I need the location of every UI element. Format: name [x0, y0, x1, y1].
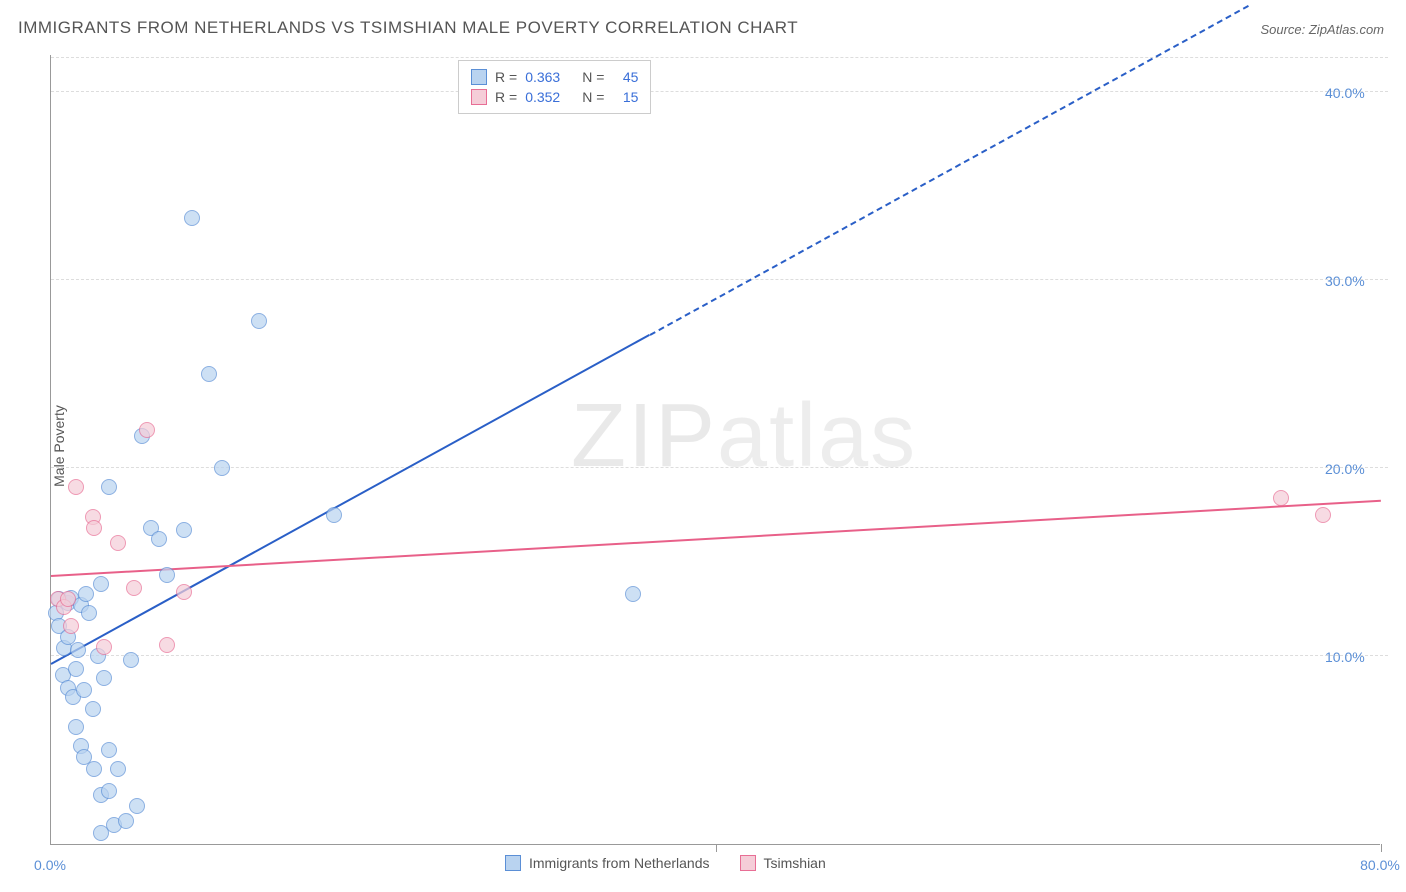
legend-r-label: R =	[495, 89, 517, 105]
x-tick-label: 80.0%	[1360, 857, 1400, 873]
data-point-netherlands	[78, 586, 94, 602]
legend-row-tsimshian: R = 0.352 N = 15	[471, 87, 638, 107]
data-point-netherlands	[326, 507, 342, 523]
data-point-netherlands	[151, 531, 167, 547]
legend-n-value: 45	[612, 69, 638, 85]
data-point-netherlands	[214, 460, 230, 476]
legend-r-value: 0.352	[525, 89, 560, 105]
data-point-netherlands	[625, 586, 641, 602]
data-point-netherlands	[70, 642, 86, 658]
swatch-icon	[471, 69, 487, 85]
gridline-h	[51, 467, 1388, 468]
y-tick-label: 30.0%	[1325, 273, 1365, 289]
data-point-netherlands	[93, 576, 109, 592]
data-point-tsimshian	[176, 584, 192, 600]
data-point-netherlands	[201, 366, 217, 382]
data-point-tsimshian	[139, 422, 155, 438]
data-point-tsimshian	[96, 639, 112, 655]
data-point-netherlands	[68, 661, 84, 677]
regression-line	[649, 5, 1248, 336]
data-point-netherlands	[118, 813, 134, 829]
data-point-netherlands	[101, 479, 117, 495]
source-label: Source: ZipAtlas.com	[1260, 22, 1384, 37]
data-point-tsimshian	[110, 535, 126, 551]
data-point-tsimshian	[86, 520, 102, 536]
gridline-h	[51, 91, 1388, 92]
data-point-netherlands	[101, 742, 117, 758]
swatch-icon	[740, 855, 756, 871]
legend-item-netherlands: Immigrants from Netherlands	[505, 855, 710, 871]
legend-series-label: Immigrants from Netherlands	[529, 855, 710, 871]
data-point-netherlands	[184, 210, 200, 226]
data-point-netherlands	[129, 798, 145, 814]
x-tick	[1381, 844, 1382, 852]
data-point-tsimshian	[60, 591, 76, 607]
gridline-h	[51, 279, 1388, 280]
gridline-h	[51, 57, 1388, 58]
data-point-netherlands	[68, 719, 84, 735]
series-legend: Immigrants from Netherlands Tsimshian	[505, 855, 826, 871]
regression-line	[51, 500, 1381, 577]
y-tick-label: 10.0%	[1325, 649, 1365, 665]
data-point-netherlands	[93, 825, 109, 841]
data-point-netherlands	[176, 522, 192, 538]
y-tick-label: 40.0%	[1325, 85, 1365, 101]
x-tick-label: 0.0%	[34, 857, 66, 873]
data-point-netherlands	[159, 567, 175, 583]
data-point-netherlands	[76, 682, 92, 698]
legend-series-label: Tsimshian	[764, 855, 826, 871]
legend-item-tsimshian: Tsimshian	[740, 855, 826, 871]
legend-n-label: N =	[582, 89, 604, 105]
plot-area: ZIPatlas	[50, 55, 1380, 845]
legend-r-label: R =	[495, 69, 517, 85]
watermark: ZIPatlas	[571, 385, 917, 488]
legend-n-value: 15	[612, 89, 638, 105]
data-point-tsimshian	[159, 637, 175, 653]
x-tick	[716, 844, 717, 852]
data-point-tsimshian	[126, 580, 142, 596]
data-point-netherlands	[110, 761, 126, 777]
y-tick-label: 20.0%	[1325, 461, 1365, 477]
data-point-netherlands	[123, 652, 139, 668]
legend-r-value: 0.363	[525, 69, 560, 85]
data-point-tsimshian	[1315, 507, 1331, 523]
legend-row-netherlands: R = 0.363 N = 45	[471, 67, 638, 87]
legend-n-label: N =	[582, 69, 604, 85]
data-point-netherlands	[85, 701, 101, 717]
data-point-netherlands	[251, 313, 267, 329]
data-point-tsimshian	[1273, 490, 1289, 506]
swatch-icon	[471, 89, 487, 105]
data-point-netherlands	[86, 761, 102, 777]
data-point-netherlands	[96, 670, 112, 686]
data-point-netherlands	[101, 783, 117, 799]
gridline-h	[51, 655, 1388, 656]
swatch-icon	[505, 855, 521, 871]
data-point-netherlands	[81, 605, 97, 621]
regression-line	[51, 334, 650, 665]
data-point-tsimshian	[68, 479, 84, 495]
correlation-legend: R = 0.363 N = 45 R = 0.352 N = 15	[458, 60, 651, 114]
chart-title: IMMIGRANTS FROM NETHERLANDS VS TSIMSHIAN…	[18, 18, 798, 38]
data-point-tsimshian	[63, 618, 79, 634]
